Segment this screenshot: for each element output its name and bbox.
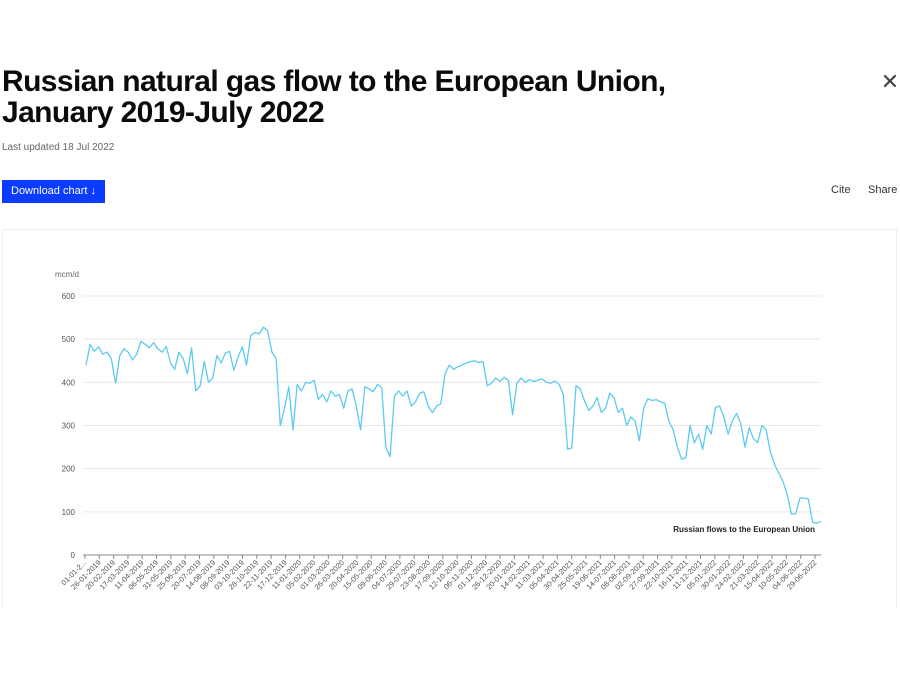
- y-tick-label: 300: [62, 422, 76, 431]
- cite-link[interactable]: Cite: [831, 184, 851, 196]
- grid-layer: [83, 295, 821, 513]
- series-layer: [85, 326, 822, 524]
- y-tick-label: 400: [62, 378, 76, 387]
- y-tick-label: 200: [62, 465, 76, 474]
- page-title: Russian natural gas flow to the European…: [2, 65, 666, 129]
- y-axis-label: mcm/d: [55, 270, 79, 279]
- series-annotation: Russian flows to the European Union: [673, 525, 815, 534]
- axis-layer: 010020030040050060001-01-2...26-01-20192…: [59, 292, 821, 592]
- y-tick-label: 100: [62, 508, 76, 517]
- close-icon[interactable]: ✕: [880, 69, 900, 94]
- download-chart-button[interactable]: Download chart ↓: [2, 180, 105, 203]
- y-tick-label: 0: [71, 551, 76, 560]
- last-updated: Last updated 18 Jul 2022: [2, 142, 115, 153]
- y-tick-label: 600: [62, 292, 76, 301]
- line-chart: 010020030040050060001-01-2...26-01-20192…: [55, 270, 822, 592]
- share-link[interactable]: Share: [868, 184, 898, 196]
- y-tick-label: 500: [62, 335, 76, 344]
- series-line-russian-flows: [85, 326, 822, 524]
- chart-panel: 0 100 200 300 400 500 600 01-01-2... 26-01-2019 2…: [2, 229, 897, 609]
